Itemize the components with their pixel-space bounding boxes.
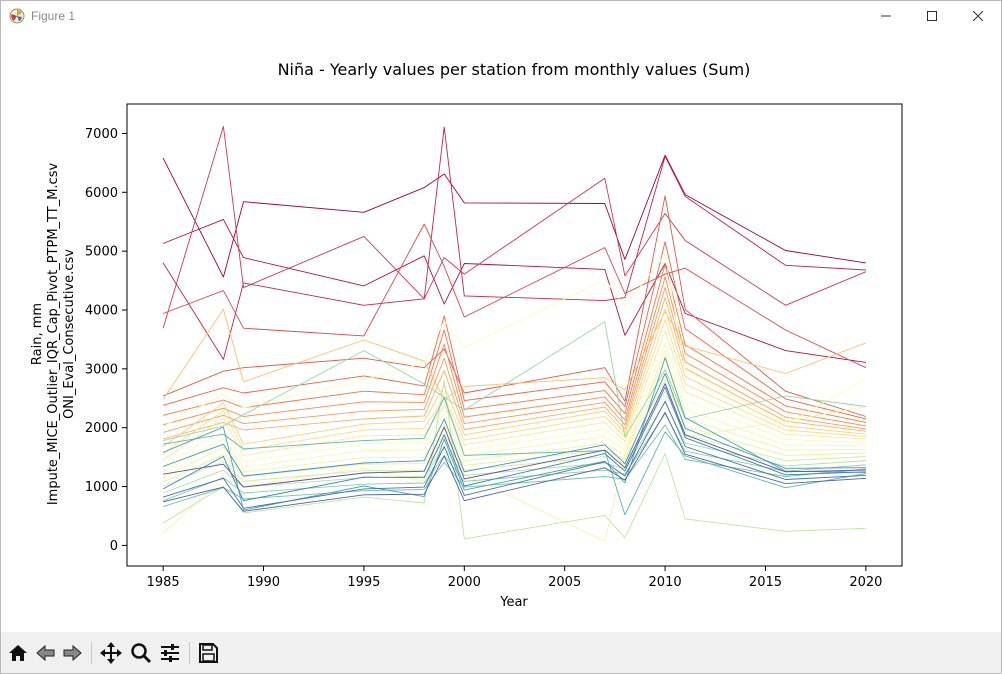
y-axis-label-line-3: ONI_Eval_Consecutive.csv: [62, 249, 77, 419]
series-line: [162, 287, 866, 433]
toolbar-separator: [91, 642, 92, 664]
y-tick-label: 2000: [85, 421, 118, 436]
forward-icon: [63, 644, 82, 662]
series-line: [162, 154, 866, 278]
y-axis-label-line-2: Impute_MICE_Outlier_IQR_Cap_Pivot_PTPM_T…: [46, 163, 61, 506]
series-line: [163, 383, 866, 488]
y-axis-label-line-1: Rain, mm: [30, 303, 45, 365]
x-tick-label: 2020: [849, 575, 882, 590]
x-tick-label: 2015: [749, 575, 782, 590]
series-line: [162, 297, 866, 440]
home-icon: [9, 645, 27, 661]
y-tick-label: 1000: [85, 480, 118, 495]
series-line: [162, 308, 866, 447]
pan-button[interactable]: [98, 640, 124, 666]
maximize-button[interactable]: [909, 1, 955, 31]
series-line: [162, 413, 866, 502]
back-icon: [36, 644, 55, 662]
x-tick-label: 1985: [147, 575, 180, 590]
figure-canvas[interactable]: Niña - Yearly values per station from mo…: [1, 31, 1001, 631]
series-line: [162, 343, 866, 467]
series-line: [162, 390, 866, 487]
series-line: [162, 424, 866, 508]
title-bar: Figure 1: [1, 1, 1001, 31]
y-tick-label: 6000: [85, 186, 118, 201]
y-tick-label: 7000: [85, 127, 118, 142]
series-line: [162, 223, 867, 369]
y-tick-label: 5000: [85, 245, 118, 260]
series-line: [162, 308, 867, 400]
series-line: [162, 276, 866, 427]
save-button[interactable]: [195, 640, 221, 666]
configure-subplots-icon: [161, 644, 179, 662]
series-line: [162, 125, 867, 329]
y-axis: 0 1000 2000 3000 4000 5000 6000 7000: [85, 127, 127, 554]
y-tick-label: 0: [110, 539, 118, 554]
home-button[interactable]: [5, 640, 31, 666]
axes-frame: [126, 103, 903, 567]
y-axis-label: Rain, mm Impute_MICE_Outlier_IQR_Cap_Piv…: [30, 163, 77, 506]
x-tick-label: 2005: [548, 575, 581, 590]
series-line: [162, 400, 866, 509]
maximize-icon: [927, 11, 937, 21]
pan-icon: [100, 642, 122, 664]
x-tick-label: 2010: [649, 575, 682, 590]
x-axis: 1985 1990 1995 2000 2005 2010 2015 2020: [147, 566, 882, 590]
series-line: [162, 357, 866, 511]
series-line: [162, 386, 866, 502]
zoom-button[interactable]: [128, 640, 154, 666]
x-axis-label: Year: [499, 595, 528, 610]
configure-subplots-button[interactable]: [157, 640, 183, 666]
close-icon: [973, 11, 983, 21]
series-line: [162, 218, 866, 363]
forward-button[interactable]: [59, 640, 85, 666]
series-line: [163, 397, 866, 516]
minimize-button[interactable]: [863, 1, 909, 31]
series-line: [162, 195, 867, 417]
x-tick-label: 2000: [448, 575, 481, 590]
series-line: [162, 411, 866, 512]
series-line: [162, 367, 866, 479]
series-line: [162, 126, 866, 360]
back-button[interactable]: [33, 640, 59, 666]
series-layer: [162, 125, 867, 542]
y-tick-label: 3000: [85, 362, 118, 377]
x-tick-label: 1990: [247, 575, 280, 590]
series-line: [162, 373, 866, 477]
line-chart: Niña - Yearly values per station from mo…: [30, 60, 903, 610]
series-line: [162, 254, 867, 427]
series-line: [162, 321, 866, 442]
x-tick-label: 1995: [347, 575, 380, 590]
save-icon: [199, 643, 218, 663]
matplotlib-icon: [9, 8, 25, 24]
navigation-toolbar: [1, 632, 1001, 673]
minimize-icon: [881, 15, 891, 17]
series-line: [162, 379, 866, 483]
series-line: [162, 241, 867, 420]
window-title: Figure 1: [31, 9, 76, 23]
series-line: [162, 319, 866, 454]
series-line: [162, 330, 866, 461]
zoom-icon: [131, 643, 152, 664]
chart-title: Niña - Yearly values per station from mo…: [278, 60, 751, 79]
y-tick-label: 4000: [85, 303, 118, 318]
toolbar-separator: [189, 642, 190, 664]
series-line: [162, 380, 866, 540]
close-button[interactable]: [955, 1, 1001, 31]
